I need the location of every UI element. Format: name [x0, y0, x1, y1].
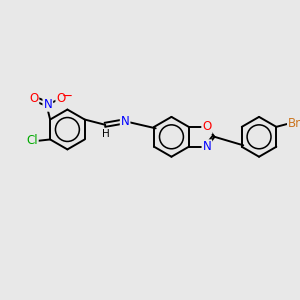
Text: N: N [202, 140, 211, 153]
Text: −: − [62, 90, 73, 103]
Text: O: O [202, 120, 212, 133]
Text: N: N [44, 98, 52, 111]
Text: O: O [29, 92, 38, 105]
Text: H: H [102, 129, 110, 139]
Text: Br: Br [288, 117, 300, 130]
Text: O: O [56, 92, 66, 105]
Text: Cl: Cl [26, 134, 38, 147]
Text: N: N [121, 115, 130, 128]
